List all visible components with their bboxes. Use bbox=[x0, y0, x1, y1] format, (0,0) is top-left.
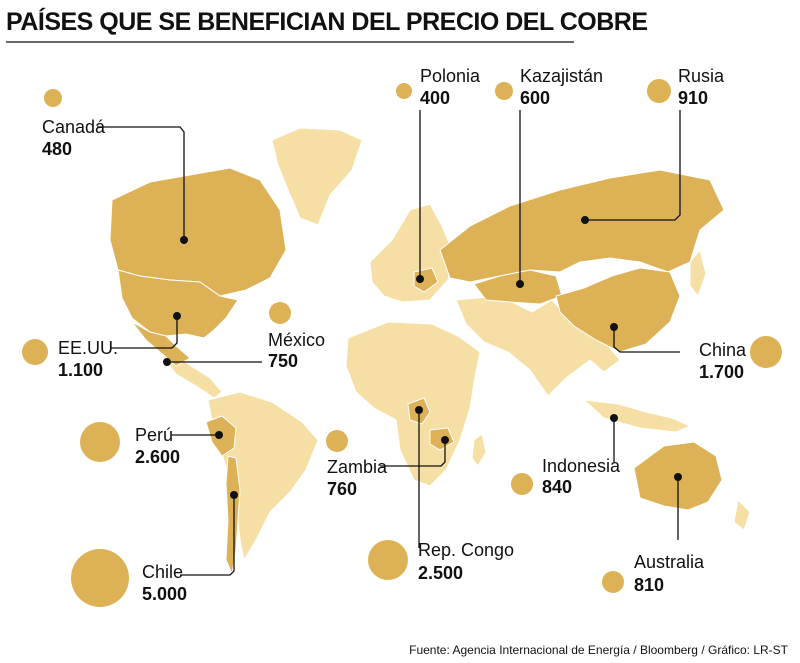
country-value-eeuu: 1.100 bbox=[58, 360, 104, 380]
mexico-shape bbox=[131, 321, 191, 367]
bubble-china bbox=[750, 336, 782, 368]
country-name-mexico: México bbox=[268, 330, 326, 350]
dot-peru bbox=[215, 431, 223, 439]
country-name-eeuu: EE.UU. bbox=[58, 338, 119, 358]
country-name-chile: Chile bbox=[142, 562, 184, 582]
country-value-canada: 480 bbox=[42, 139, 73, 159]
dot-kazajistan bbox=[516, 280, 524, 288]
country-value-congo: 2.500 bbox=[418, 563, 464, 583]
country-name-rusia: Rusia bbox=[678, 66, 725, 86]
country-value-mexico: 750 bbox=[268, 351, 299, 371]
land-highlighted bbox=[109, 167, 725, 576]
dot-eeuu bbox=[173, 312, 181, 320]
country-name-zambia: Zambia bbox=[327, 457, 388, 477]
country-value-peru: 2.600 bbox=[135, 447, 181, 467]
bubble-australia bbox=[602, 571, 624, 593]
dot-rusia bbox=[581, 216, 589, 224]
dot-indonesia bbox=[610, 414, 618, 422]
bubble-canada bbox=[44, 89, 62, 107]
country-name-peru: Perú bbox=[135, 425, 174, 445]
country-value-chile: 5.000 bbox=[142, 584, 188, 604]
page-title: PAÍSES QUE SE BENEFICIAN DEL PRECIO DEL … bbox=[6, 8, 648, 36]
dot-congo bbox=[415, 406, 423, 414]
usa-shape bbox=[117, 269, 239, 339]
dot-mexico bbox=[163, 358, 171, 366]
country-value-polonia: 400 bbox=[420, 88, 451, 108]
bubbles bbox=[22, 79, 782, 607]
country-name-china: China bbox=[699, 340, 747, 360]
dot-canada bbox=[180, 236, 188, 244]
dot-china bbox=[610, 323, 618, 331]
country-name-polonia: Polonia bbox=[420, 66, 481, 86]
location-dots bbox=[163, 216, 682, 499]
bubble-peru bbox=[80, 422, 120, 462]
country-value-indonesia: 840 bbox=[542, 477, 573, 497]
bubble-chile bbox=[71, 549, 129, 607]
country-name-australia: Australia bbox=[634, 552, 705, 572]
bubble-indonesia bbox=[511, 473, 533, 495]
bubble-rusia bbox=[647, 79, 671, 103]
bubble-polonia bbox=[396, 83, 412, 99]
source-footer: Fuente: Agencia Internacional de Energía… bbox=[409, 643, 788, 657]
bubble-mexico bbox=[269, 302, 291, 324]
dot-zambia bbox=[441, 436, 449, 444]
country-name-kazajistan: Kazajistán bbox=[520, 66, 604, 86]
country-name-indonesia: Indonesia bbox=[542, 456, 621, 476]
country-value-zambia: 760 bbox=[327, 479, 358, 499]
bubble-congo bbox=[368, 540, 408, 580]
country-name-canada: Canadá bbox=[42, 117, 106, 137]
bubble-kazajistan bbox=[495, 82, 513, 100]
country-value-china: 1.700 bbox=[699, 362, 745, 382]
country-value-australia: 810 bbox=[634, 575, 665, 595]
country-name-congo: Rep. Congo bbox=[418, 540, 515, 560]
dot-chile bbox=[230, 491, 238, 499]
bubble-zambia bbox=[326, 430, 348, 452]
dot-polonia bbox=[416, 275, 424, 283]
chile-shape bbox=[225, 455, 241, 576]
dot-australia bbox=[674, 473, 682, 481]
leader-lines bbox=[97, 110, 681, 576]
russia-shape bbox=[439, 169, 725, 283]
bubble-eeuu bbox=[22, 339, 48, 365]
country-value-rusia: 910 bbox=[678, 88, 709, 108]
china-shape bbox=[555, 267, 681, 353]
country-value-kazajistan: 600 bbox=[520, 88, 551, 108]
